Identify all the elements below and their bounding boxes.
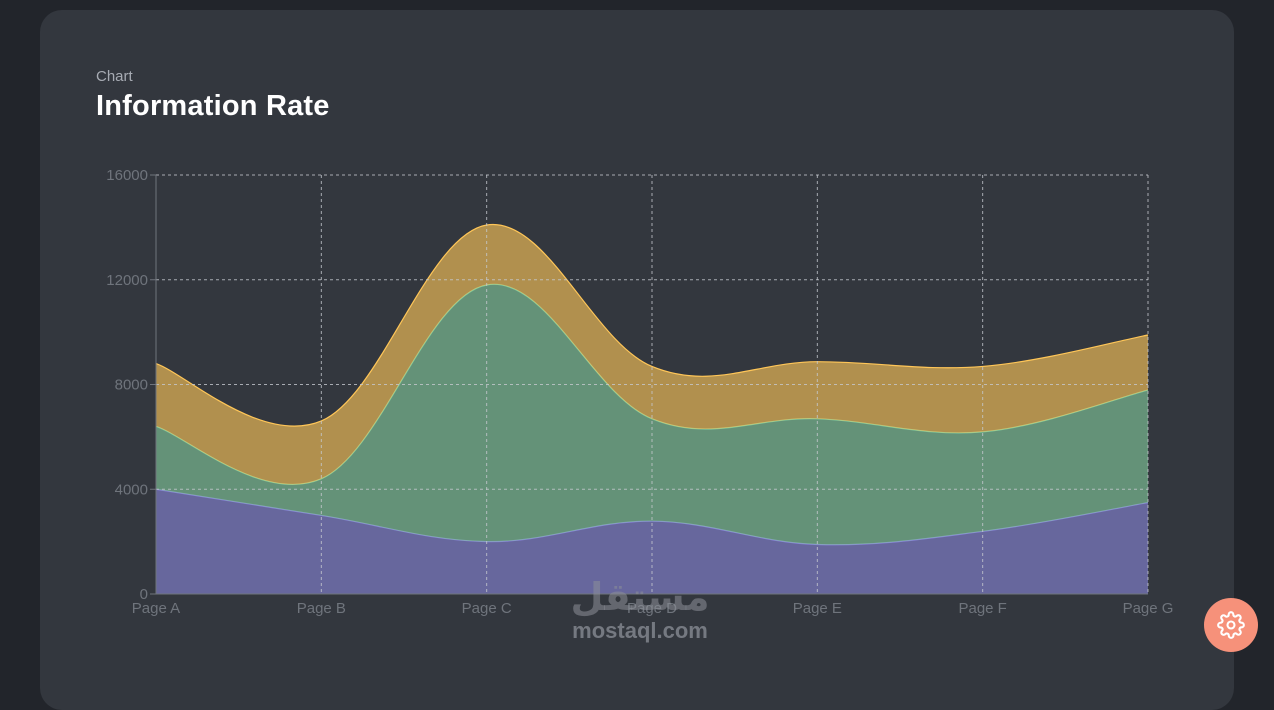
x-tick-label: Page D — [627, 600, 677, 617]
watermark-url: mostaql.com — [572, 618, 708, 643]
card-title: Information Rate — [96, 90, 330, 122]
area-series-2 — [156, 284, 1148, 545]
settings-button[interactable] — [1204, 598, 1258, 652]
x-tick-label: Page E — [793, 600, 842, 617]
y-tick-label: 16000 — [106, 167, 148, 184]
watermark-brand: مستقل — [570, 575, 710, 619]
y-tick-label: 0 — [140, 586, 148, 603]
page: Chart Information Rate 0 4000 8000 12000 160… — [40, 10, 1258, 710]
x-tick-label: Page B — [297, 600, 346, 617]
gear-icon — [1217, 611, 1245, 639]
x-tick-label: Page G — [1123, 600, 1174, 617]
y-tick-label: 8000 — [115, 377, 148, 394]
x-tick-label: Page A — [132, 600, 180, 617]
watermark: مستقل mostaql.com — [540, 575, 740, 655]
y-axis: 0 4000 8000 12000 16000 — [106, 167, 157, 603]
x-tick-label: Page C — [462, 600, 512, 617]
x-axis: Page A Page B Page C Page D Page E Page F Page… — [132, 593, 1174, 617]
y-tick-label: 12000 — [106, 272, 148, 289]
x-tick-label: Page F — [958, 600, 1006, 617]
y-tick-label: 4000 — [115, 481, 148, 498]
card-eyebrow: Chart — [96, 68, 133, 85]
area-series-3 — [156, 224, 1148, 485]
area-line-series-3 — [155, 224, 1149, 427]
